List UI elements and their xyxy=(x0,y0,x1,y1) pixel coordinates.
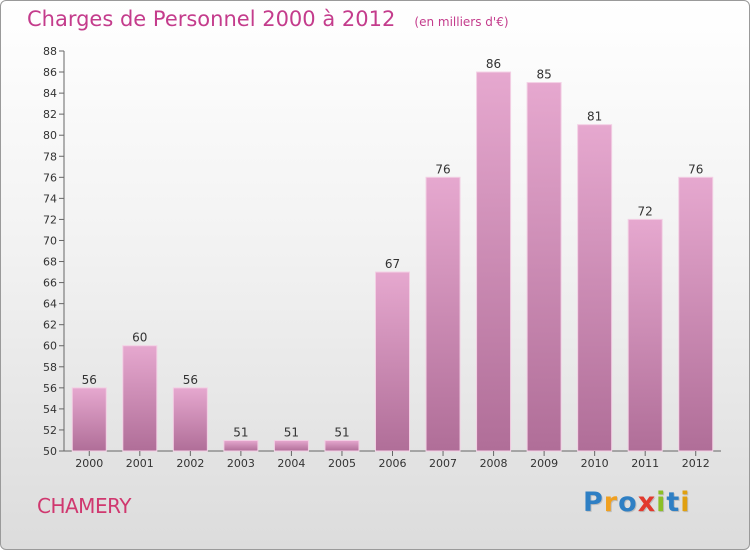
data-label-2012: 76 xyxy=(688,162,703,176)
y-tick-label: 58 xyxy=(43,361,57,374)
bar-2003 xyxy=(223,439,259,452)
bar-2009 xyxy=(526,82,562,452)
bar-2000 xyxy=(71,387,107,452)
brand-letter: x xyxy=(637,487,657,518)
bar-2005 xyxy=(324,439,360,452)
data-label-2011: 72 xyxy=(638,204,653,218)
x-tick-label-2004: 2004 xyxy=(277,457,305,470)
y-tick-label: 70 xyxy=(43,234,57,247)
bar-2008 xyxy=(476,71,512,452)
y-tick-label: 72 xyxy=(43,213,57,226)
y-tick-label: 66 xyxy=(43,277,57,290)
y-tick-label: 68 xyxy=(43,256,57,269)
bar-2001 xyxy=(122,345,158,452)
brand-logo: Proxiti xyxy=(583,487,691,518)
bar-2010 xyxy=(577,124,613,452)
y-tick-label: 56 xyxy=(43,382,57,395)
brand-letter: r xyxy=(603,487,619,518)
y-tick-label: 82 xyxy=(43,108,57,121)
chart-unit-label: (en milliers d'€) xyxy=(414,15,509,29)
y-tick-label: 60 xyxy=(43,340,57,353)
bar-2007 xyxy=(425,176,461,452)
y-tick-label: 84 xyxy=(43,87,57,100)
y-tick-label: 88 xyxy=(43,45,57,58)
bar-2004 xyxy=(273,439,309,452)
chart-title: Charges de Personnel 2000 à 2012 xyxy=(27,7,396,31)
data-label-2000: 56 xyxy=(82,373,97,387)
bar-2006 xyxy=(375,271,410,452)
y-tick-label: 50 xyxy=(43,445,57,458)
x-tick-label-2002: 2002 xyxy=(176,457,204,470)
x-tick-label-2012: 2012 xyxy=(682,457,710,470)
x-tick-label-2000: 2000 xyxy=(75,457,103,470)
x-tick-label-2007: 2007 xyxy=(429,457,457,470)
x-tick-label-2005: 2005 xyxy=(328,457,356,470)
brand-letter: P xyxy=(583,487,604,518)
brand-letter: o xyxy=(618,487,638,518)
x-tick-label-2010: 2010 xyxy=(581,457,609,470)
data-label-2007: 76 xyxy=(435,162,450,176)
title-row: Charges de Personnel 2000 à 2012 (en mil… xyxy=(27,7,509,31)
y-tick-label: 80 xyxy=(43,129,57,142)
brand-letter: i xyxy=(656,487,667,518)
y-tick-label: 54 xyxy=(43,403,57,416)
bar-2012 xyxy=(678,176,714,452)
data-label-2004: 51 xyxy=(284,425,299,439)
y-tick-label: 62 xyxy=(43,319,57,332)
data-label-2006: 67 xyxy=(385,257,400,271)
data-label-2002: 56 xyxy=(183,373,198,387)
data-label-2010: 81 xyxy=(587,110,602,124)
x-tick-label-2011: 2011 xyxy=(631,457,659,470)
y-tick-label: 76 xyxy=(43,171,57,184)
y-tick-label: 64 xyxy=(43,298,57,311)
x-tick-label-2009: 2009 xyxy=(530,457,558,470)
y-tick-label: 52 xyxy=(43,424,57,437)
y-tick-label: 74 xyxy=(43,192,57,205)
bar-2002 xyxy=(172,387,208,452)
x-tick-label-2001: 2001 xyxy=(126,457,154,470)
brand-letter: t xyxy=(666,487,681,518)
y-tick-label: 78 xyxy=(43,150,57,163)
data-label-2005: 51 xyxy=(334,425,349,439)
commune-name: CHAMERY xyxy=(37,494,131,518)
data-label-2003: 51 xyxy=(233,425,248,439)
y-tick-label: 86 xyxy=(43,66,57,79)
data-label-2001: 60 xyxy=(132,331,147,345)
x-tick-label-2006: 2006 xyxy=(379,457,407,470)
bar-2011 xyxy=(627,218,663,452)
x-tick-label-2008: 2008 xyxy=(480,457,508,470)
data-label-2008: 86 xyxy=(486,57,501,71)
x-tick-label-2003: 2003 xyxy=(227,457,255,470)
data-label-2009: 85 xyxy=(536,68,551,82)
brand-letter: i xyxy=(680,487,691,518)
